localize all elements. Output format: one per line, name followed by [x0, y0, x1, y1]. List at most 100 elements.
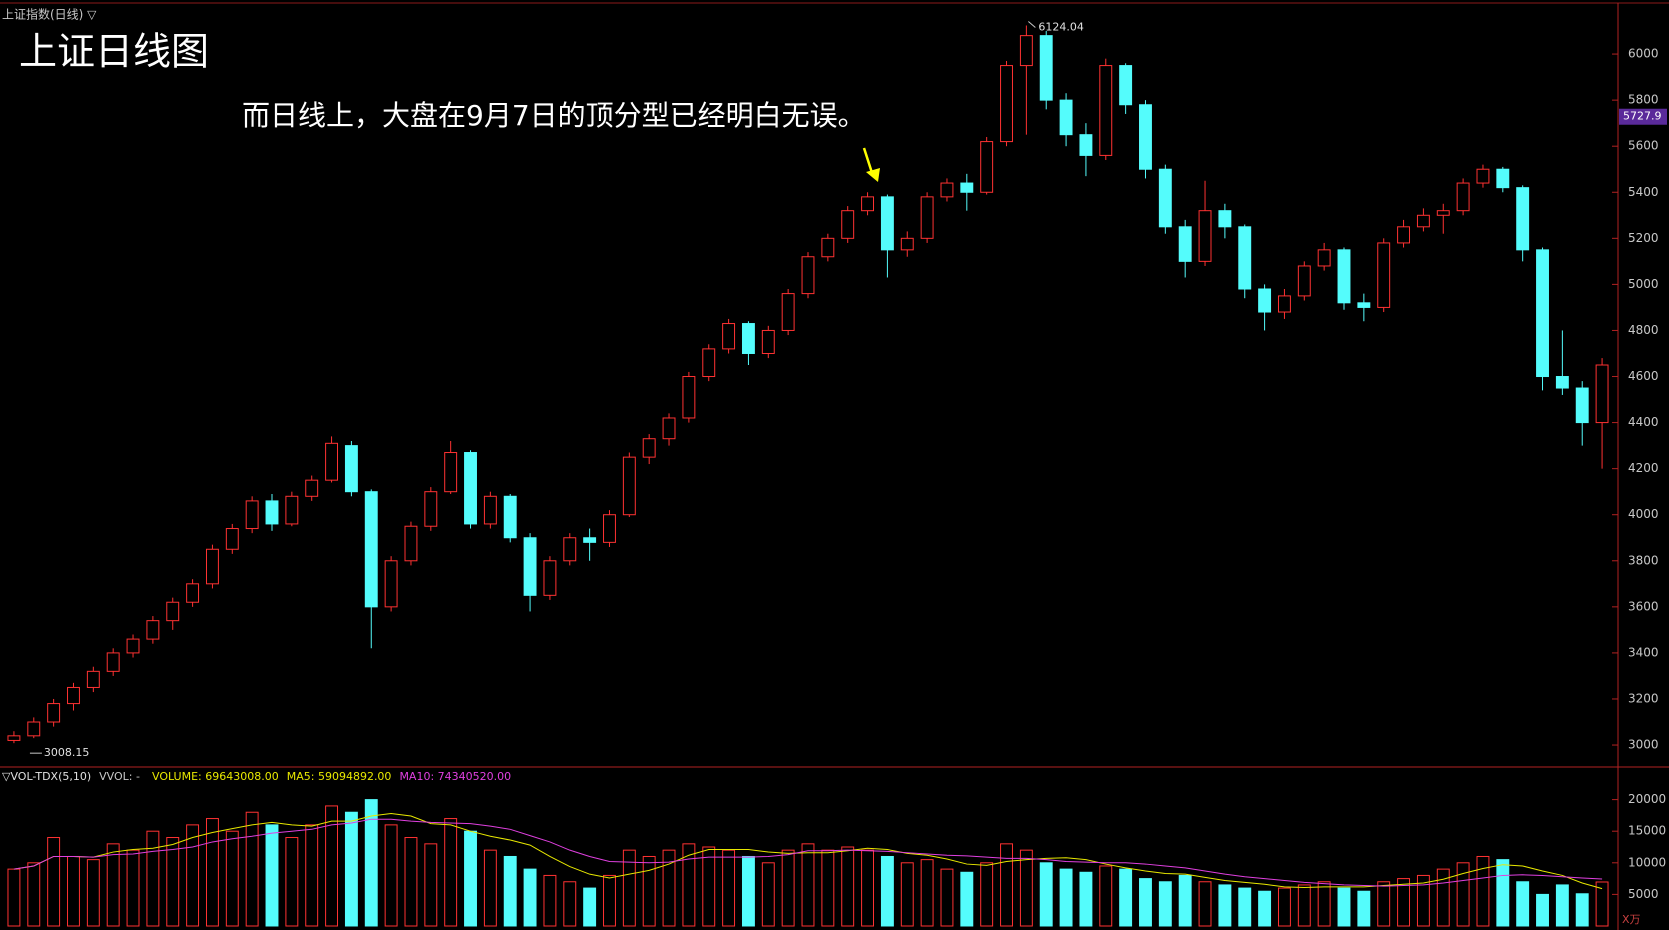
- volume-bar: [1516, 881, 1530, 927]
- volume-bar: [1555, 884, 1569, 927]
- volume-bar: [1059, 868, 1073, 927]
- candle-body: [1158, 168, 1172, 228]
- candle-body: [1079, 134, 1093, 156]
- candle-body: [285, 495, 299, 525]
- candle-body: [444, 452, 458, 493]
- y-tick-label: 5000: [1628, 887, 1659, 901]
- y-tick-label: 4600: [1628, 369, 1659, 383]
- volume-bar: [642, 855, 656, 927]
- candle-body: [1536, 249, 1549, 378]
- volume-bar: [1595, 881, 1609, 927]
- candle-body: [682, 376, 696, 419]
- annotation: 而日线上，大盘在9月7日的顶分型已经明白无误。: [242, 99, 866, 132]
- candle-body: [1139, 104, 1152, 170]
- volume-bar: [464, 830, 477, 927]
- candle-body: [1337, 249, 1351, 304]
- candle-body: [722, 323, 736, 350]
- volume-bar: [1119, 868, 1133, 927]
- candle-body: [861, 196, 875, 212]
- volume-bar: [27, 862, 41, 927]
- y-tick-label: 5000: [1628, 277, 1659, 291]
- candle-body: [1019, 35, 1033, 67]
- candle-body: [1555, 376, 1569, 389]
- candle-body: [384, 560, 398, 608]
- volume-bar: [523, 868, 537, 927]
- candle-body: [1000, 65, 1013, 143]
- y-tick-label: 3600: [1628, 599, 1659, 613]
- volume-bar: [86, 859, 100, 927]
- candle-body: [126, 638, 140, 654]
- volume-bar: [1258, 890, 1272, 927]
- candle-body: [980, 141, 994, 193]
- candle-body: [245, 500, 259, 530]
- candle-body: [67, 686, 80, 705]
- volume-bar: [67, 855, 80, 927]
- y-tick-label: 3400: [1628, 645, 1659, 659]
- candle-body: [1119, 65, 1133, 106]
- volume-bar: [1337, 887, 1351, 927]
- candle-body: [1099, 65, 1113, 156]
- volume-bar: [1139, 878, 1152, 927]
- volume-bar: [245, 811, 259, 927]
- candle-body: [1297, 265, 1311, 297]
- volume-bar: [900, 862, 914, 927]
- chart-title: 上证指数(日线) ▽: [2, 7, 97, 22]
- volume-bar: [722, 849, 736, 927]
- candle-body: [166, 601, 180, 622]
- volume-bar: [444, 818, 458, 927]
- volume-unit: X万: [1622, 913, 1641, 926]
- candle-body: [1357, 302, 1371, 308]
- vvol-label: VVOL: -: [99, 770, 140, 783]
- candle-body: [900, 237, 914, 251]
- candle-body: [464, 452, 477, 525]
- volume-bar: [861, 849, 875, 927]
- max-label: 6124.04: [1038, 20, 1084, 33]
- volume-bar: [1099, 865, 1113, 927]
- candle-body: [1039, 35, 1053, 101]
- candle-body: [543, 560, 557, 596]
- volume-bar: [841, 846, 855, 927]
- volume-bar: [880, 855, 894, 927]
- volume-bar: [166, 837, 180, 927]
- candle-body: [523, 537, 537, 596]
- volume-bar: [682, 843, 696, 927]
- min-label: 3008.15: [44, 746, 90, 759]
- volume-bar: [1079, 871, 1093, 927]
- volume-bar: [364, 799, 378, 927]
- y-tick-label: 10000: [1628, 855, 1666, 869]
- candle-body: [1198, 210, 1212, 262]
- candle-body: [146, 620, 160, 640]
- volume-bar: [1238, 887, 1252, 927]
- volume-bar: [821, 849, 835, 927]
- candle-body: [1059, 99, 1073, 136]
- y-tick-label: 15000: [1628, 824, 1666, 838]
- volume-bar: [1397, 878, 1411, 927]
- volume-bar: [741, 855, 755, 927]
- volume-bar: [1575, 893, 1589, 927]
- candle-body: [1397, 226, 1411, 244]
- volume-bar: [265, 824, 279, 927]
- volume-bar: [503, 855, 517, 927]
- volume-bar: [1277, 887, 1291, 927]
- volume-bar: [384, 824, 398, 927]
- candle-body: [622, 456, 636, 516]
- last-price-box: [1619, 108, 1667, 125]
- candle-body: [702, 348, 716, 378]
- candle-body: [1516, 187, 1530, 251]
- candle-body: [1238, 226, 1252, 290]
- max-pointer: [1028, 21, 1036, 28]
- candle-body: [1317, 249, 1331, 267]
- readout: VOLUME: 69643008.00: [152, 770, 279, 783]
- candle-body: [404, 525, 418, 562]
- candle-body: [821, 237, 835, 258]
- volume-bar: [146, 830, 160, 927]
- candle-body: [801, 256, 815, 295]
- readout: MA10: 74340520.00: [399, 770, 511, 783]
- candle-body: [424, 491, 438, 527]
- volume-bar: [186, 824, 200, 927]
- volume-bar: [543, 874, 557, 927]
- candle-body: [960, 182, 974, 193]
